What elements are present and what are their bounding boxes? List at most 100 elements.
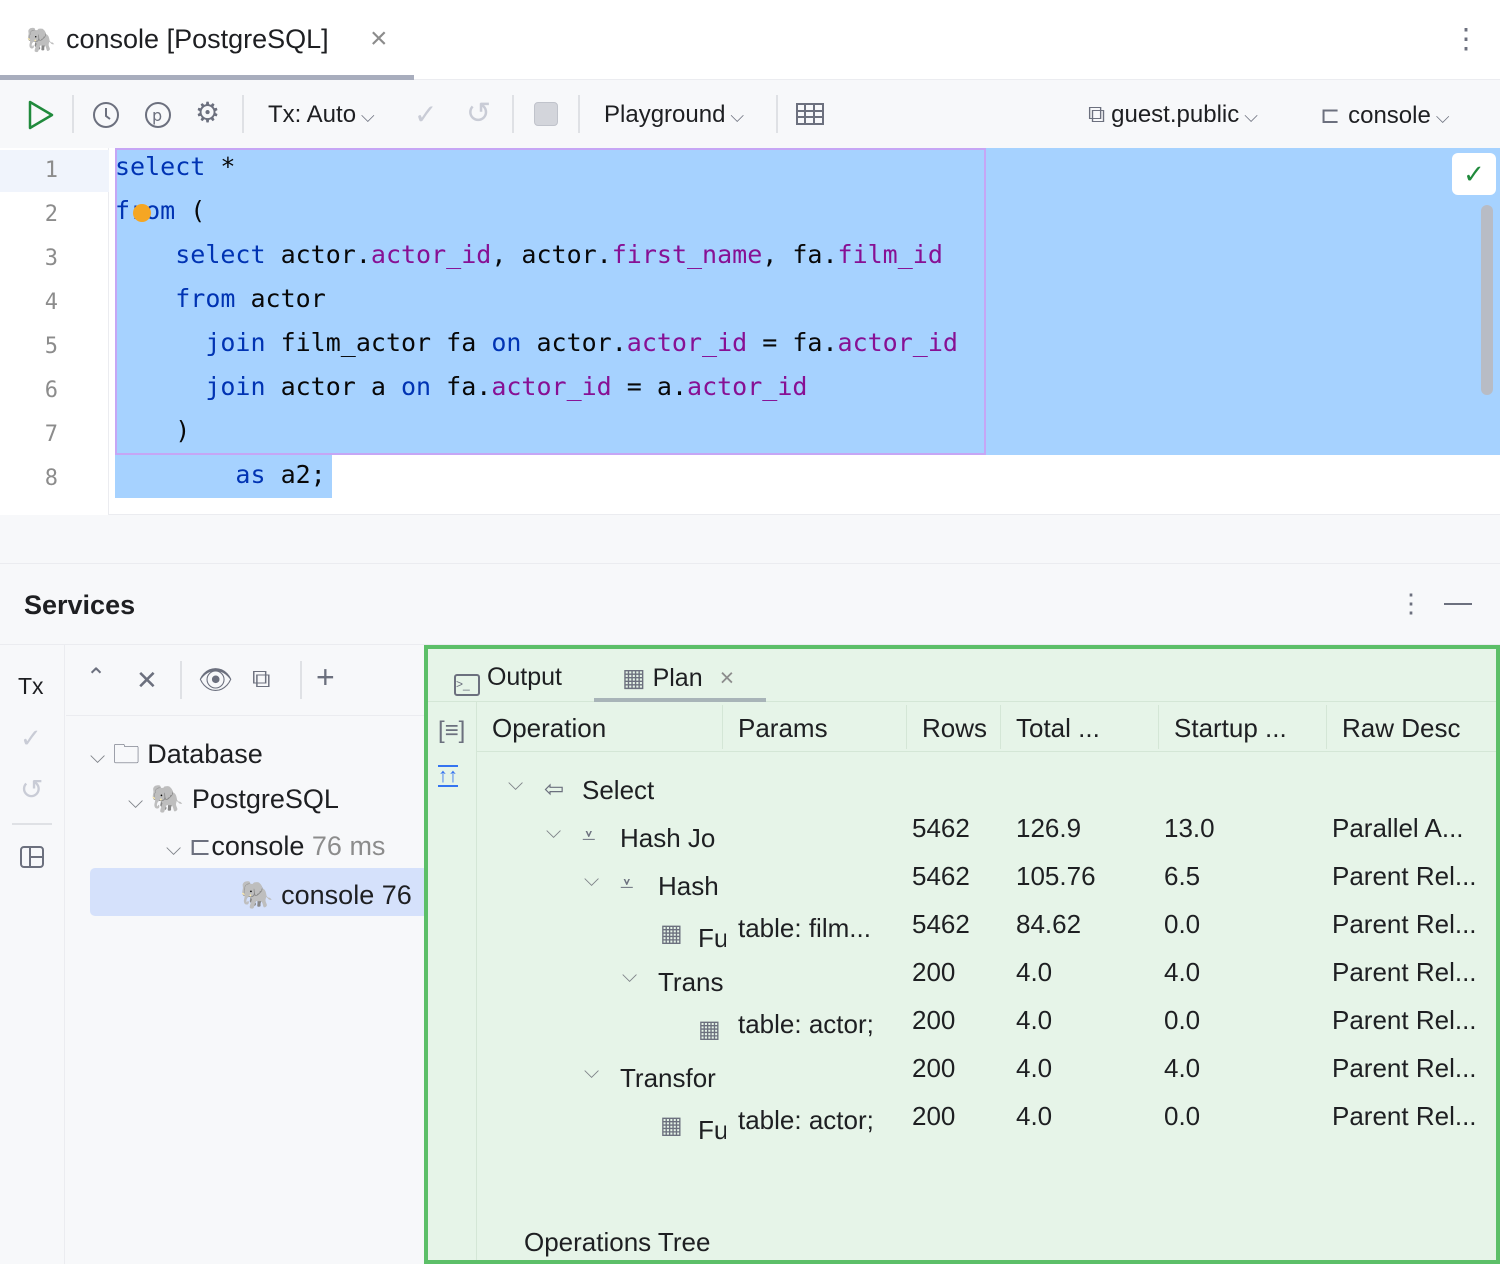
- total-cell: 4.0: [1016, 1005, 1053, 1035]
- operation-cell: Hash Jo: [620, 823, 716, 853]
- tree-item-console-session[interactable]: ⌵ ⊏console 76 ms: [166, 831, 385, 862]
- startup-cell: 4.0: [1164, 957, 1201, 987]
- sql-keyword: select: [115, 152, 206, 181]
- commit-check-icon[interactable]: ✓: [20, 723, 42, 753]
- tab-plan[interactable]: ▦ Plan ×: [622, 663, 734, 693]
- run-icon[interactable]: [26, 99, 56, 131]
- plan-row[interactable]: ▦ Fu table: actor; 200 4.0 0.0 Parent Rel...: [428, 1101, 1496, 1149]
- line-number: 4: [44, 290, 58, 315]
- add-service-icon[interactable]: +: [316, 659, 335, 695]
- code-text: [115, 328, 205, 357]
- plan-row[interactable]: ⌵ Transfor 200 4.0 4.0 Parent Rel...: [428, 1053, 1496, 1101]
- schema-label: guest.public: [1111, 101, 1240, 128]
- column-header[interactable]: Raw Desc: [1342, 713, 1461, 743]
- tree-item-postgresql[interactable]: ⌵ 🐘 PostgreSQL: [128, 783, 339, 815]
- code-line[interactable]: from (: [115, 196, 205, 225]
- plan-row[interactable]: ⌵ ⩡ Hash Jo 5462 126.9 13.0 Parallel A...: [428, 813, 1496, 861]
- code-line[interactable]: ): [115, 416, 190, 445]
- code-line[interactable]: join actor a on fa.actor_id = a.actor_id: [115, 372, 807, 401]
- plan-row[interactable]: ▦ table: actor; 200 4.0 0.0 Parent Rel...: [428, 1005, 1496, 1053]
- close-tab-icon[interactable]: ×: [719, 664, 735, 692]
- show-raw-description-icon[interactable]: [≡]: [438, 717, 466, 744]
- tab-console-title[interactable]: console [PostgreSQL]: [66, 24, 329, 54]
- chevron-down-icon[interactable]: ⌵: [584, 869, 600, 891]
- chevron-down-icon[interactable]: ⌵: [546, 821, 562, 843]
- column-header[interactable]: Rows: [922, 713, 988, 743]
- schema-dropdown[interactable]: ⧉ guest.public ⌵: [1088, 101, 1258, 129]
- chevron-down-icon[interactable]: ⌵: [622, 965, 638, 987]
- playground-label: Playground: [604, 101, 726, 128]
- code-text: film_actor fa: [265, 328, 492, 357]
- parameters-icon[interactable]: p: [143, 100, 173, 130]
- operation-cell: Fu: [698, 1115, 726, 1145]
- hash-join-icon: ⩡: [582, 823, 596, 850]
- stop-icon[interactable]: [534, 102, 558, 126]
- plan-row[interactable]: ⌵ Trans 200 4.0 4.0 Parent Rel...: [428, 957, 1496, 1005]
- column-name: actor_id: [370, 240, 492, 269]
- services-title: Services: [24, 590, 136, 620]
- code-text: [115, 372, 205, 401]
- plan-row[interactable]: ▦ Fu table: film... 5462 84.62 0.0 Parent Rel.…: [428, 909, 1496, 957]
- code-line[interactable]: select *: [115, 152, 235, 181]
- collapse-all-icon[interactable]: ✕: [136, 665, 158, 695]
- selection-highlight: [115, 148, 1500, 455]
- tree-label: Database: [147, 739, 263, 769]
- view-options-eye-icon[interactable]: 👁: [198, 664, 234, 695]
- close-tab-icon[interactable]: ×: [370, 22, 388, 55]
- tree-item-console[interactable]: 🐘 console 76: [240, 879, 412, 911]
- result-table-icon[interactable]: [795, 101, 825, 127]
- plan-row[interactable]: ⌵ ⩡ Hash 5462 105.76 6.5 Parent Rel...: [428, 861, 1496, 909]
- editor-scrollbar[interactable]: [1481, 205, 1493, 395]
- chevron-down-icon[interactable]: ⌵: [584, 1061, 600, 1083]
- editor-tab-bar: 🐘 console [PostgreSQL] × ⋮: [0, 0, 1500, 80]
- operation-cell: Select: [582, 775, 655, 805]
- playground-dropdown[interactable]: Playground ⌵: [604, 101, 744, 129]
- code-line[interactable]: join film_actor fa on actor.actor_id = f…: [115, 328, 958, 357]
- services-more-icon[interactable]: ⋮: [1398, 588, 1424, 618]
- column-header[interactable]: Operation: [492, 713, 607, 743]
- code-text: *: [205, 152, 236, 181]
- history-icon[interactable]: [91, 100, 121, 130]
- minimize-icon[interactable]: [1444, 603, 1472, 605]
- operation-cell: Fu: [698, 923, 726, 953]
- expand-tree-icon[interactable]: ↑↑: [438, 765, 458, 787]
- commit-check-icon[interactable]: ✓: [414, 99, 438, 130]
- code-line[interactable]: as a2;: [115, 460, 326, 489]
- code-text: [115, 240, 175, 269]
- chevron-down-icon: ⌵: [1430, 107, 1450, 127]
- total-cell: 4.0: [1016, 957, 1053, 987]
- rows-cell: 200: [912, 1005, 956, 1035]
- rows-cell: 200: [912, 957, 956, 987]
- tree-item-database[interactable]: ⌵ 🗀 Database: [90, 735, 263, 781]
- active-tab-underline: [594, 698, 766, 702]
- column-header[interactable]: Total ...: [1016, 713, 1100, 743]
- chevron-down-icon[interactable]: ⌵: [508, 773, 524, 795]
- tx-button[interactable]: Tx: [18, 673, 44, 699]
- settings-gear-icon[interactable]: ⚙: [195, 97, 221, 128]
- raw-cell: Parallel A...: [1332, 813, 1464, 843]
- rollback-icon[interactable]: ↺: [20, 774, 44, 805]
- code-line[interactable]: select actor.actor_id, actor.first_name,…: [115, 240, 943, 269]
- code-line[interactable]: from actor: [115, 284, 326, 313]
- session-plug-icon: ⊏: [188, 831, 212, 861]
- editor-toolbar: [0, 81, 1500, 147]
- table-scan-icon: ▦: [660, 920, 683, 947]
- folder-icon: 🗀: [112, 739, 140, 769]
- params-cell: table: actor;: [738, 1009, 874, 1039]
- column-header[interactable]: Params: [738, 713, 828, 743]
- layout-icon[interactable]: [19, 845, 45, 869]
- svg-text:p: p: [152, 106, 162, 125]
- more-options-icon[interactable]: ⋮: [1452, 23, 1480, 54]
- session-dropdown[interactable]: ⊏ console ⌵: [1320, 101, 1450, 130]
- rollback-icon[interactable]: ↺: [466, 97, 492, 130]
- intention-bulb-icon[interactable]: [133, 204, 151, 222]
- expand-all-icon[interactable]: ⌃: [86, 664, 107, 691]
- plan-row[interactable]: ⌵ ⇦ Select: [428, 765, 1496, 813]
- table-icon: ▦: [622, 664, 646, 692]
- raw-cell: Parent Rel...: [1332, 957, 1477, 987]
- new-tab-icon[interactable]: ⧉: [252, 663, 271, 693]
- code-text: a2;: [265, 460, 326, 489]
- tab-output[interactable]: >_ Output: [454, 663, 562, 696]
- transaction-mode-dropdown[interactable]: Tx: Auto ⌵: [268, 101, 375, 129]
- column-header[interactable]: Startup ...: [1174, 713, 1287, 743]
